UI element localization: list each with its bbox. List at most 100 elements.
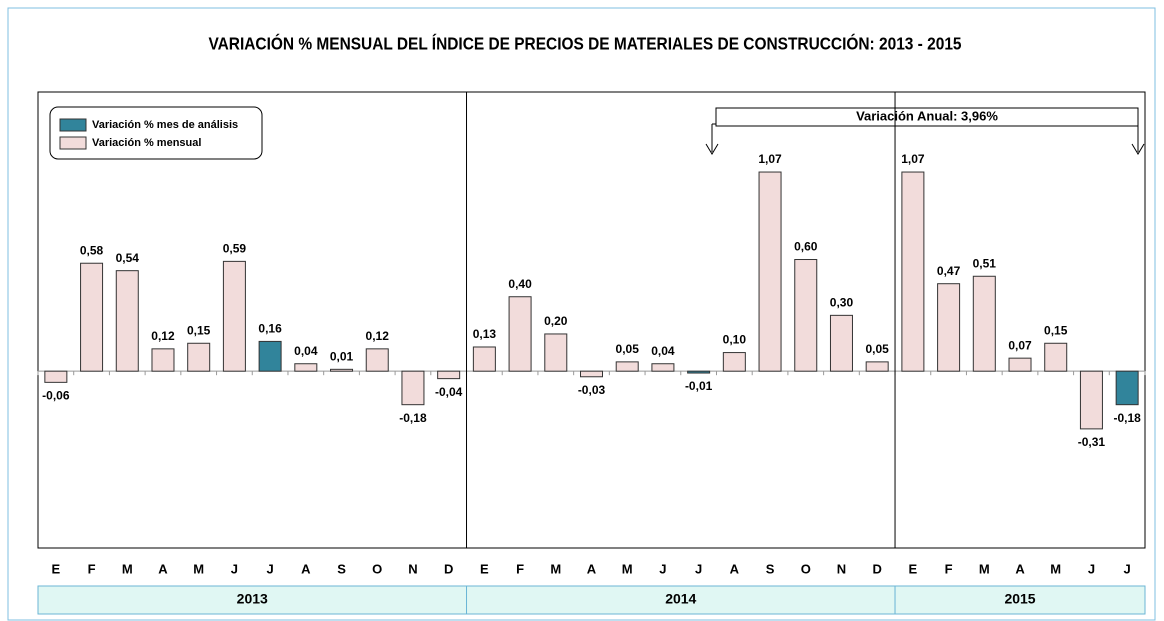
legend xyxy=(49,106,263,160)
year-band xyxy=(37,585,468,615)
bar xyxy=(794,259,818,372)
x-tick-label: O xyxy=(372,561,382,576)
data-label: 0,30 xyxy=(830,296,854,310)
x-tick-label: A xyxy=(587,561,597,576)
x-tick-label: M xyxy=(979,561,990,576)
x-tick-label: J xyxy=(1088,561,1095,576)
x-tick-label: N xyxy=(408,561,417,576)
chart-title: VARIACIÓN % MENSUAL DEL ÍNDICE DE PRECIO… xyxy=(208,34,961,54)
bar xyxy=(258,340,282,372)
year-label: 2014 xyxy=(665,591,696,607)
data-label: 0,54 xyxy=(116,251,140,265)
annotation: Variación Anual: 3,96% xyxy=(856,108,998,123)
bar xyxy=(865,361,889,372)
bar xyxy=(330,368,354,372)
bar xyxy=(1115,370,1139,406)
x-tick-label: A xyxy=(730,561,740,576)
bar xyxy=(722,352,746,372)
data-label: -0,03 xyxy=(578,383,606,397)
data-label: 0,05 xyxy=(865,342,889,356)
data-label: 1,07 xyxy=(901,152,925,166)
bar xyxy=(1079,370,1103,430)
year-label: 2013 xyxy=(237,591,268,607)
x-tick-label: N xyxy=(837,561,846,576)
x-tick-label: E xyxy=(480,561,489,576)
data-label: 0,05 xyxy=(616,342,640,356)
data-label: 0,15 xyxy=(187,323,211,337)
x-tick-label: J xyxy=(695,561,702,576)
data-label: 0,04 xyxy=(294,344,318,358)
x-tick-label: E xyxy=(909,561,918,576)
data-label: -0,01 xyxy=(685,379,713,393)
year-band xyxy=(894,585,1146,615)
x-tick-label: A xyxy=(1015,561,1025,576)
x-tick-label: A xyxy=(301,561,311,576)
x-tick-label: M xyxy=(193,561,204,576)
legend-swatch xyxy=(59,136,87,150)
x-tick-label: E xyxy=(52,561,61,576)
legend-label: Variación % mes de análisis xyxy=(92,119,238,131)
legend-swatch xyxy=(59,118,87,132)
data-label: 0,47 xyxy=(937,264,961,278)
bar xyxy=(222,260,246,372)
bar xyxy=(580,370,603,378)
x-tick-label: F xyxy=(88,561,96,576)
data-label: 0,59 xyxy=(223,242,247,256)
bar xyxy=(937,283,961,372)
data-label: 0,12 xyxy=(366,329,390,343)
x-tick-label: D xyxy=(444,561,453,576)
data-label: 0,12 xyxy=(151,329,175,343)
data-label: -0,18 xyxy=(1113,411,1141,425)
bar xyxy=(508,296,532,372)
data-label: 0,20 xyxy=(544,314,568,328)
bar xyxy=(1008,357,1032,372)
data-label: 0,15 xyxy=(1044,323,1068,337)
data-label: -0,31 xyxy=(1078,435,1106,449)
x-tick-label: D xyxy=(872,561,881,576)
bar xyxy=(115,270,139,372)
x-tick-label: M xyxy=(122,561,133,576)
x-tick-label: O xyxy=(801,561,811,576)
data-label: -0,18 xyxy=(399,411,427,425)
x-tick-label: M xyxy=(622,561,633,576)
bar xyxy=(437,370,461,380)
x-tick-label: S xyxy=(766,561,775,576)
x-tick-label: J xyxy=(266,561,273,576)
bar xyxy=(829,314,853,372)
data-label: 0,07 xyxy=(1008,338,1032,352)
data-label: 0,04 xyxy=(651,344,675,358)
x-tick-label: M xyxy=(550,561,561,576)
bar xyxy=(687,370,711,374)
data-label: 0,58 xyxy=(80,243,104,257)
bar xyxy=(972,275,996,372)
bar xyxy=(472,346,496,372)
x-tick-label: A xyxy=(158,561,168,576)
x-tick-label: J xyxy=(231,561,238,576)
year-band xyxy=(466,585,896,615)
x-tick-label: M xyxy=(1050,561,1061,576)
data-label: 0,40 xyxy=(508,277,532,291)
bar xyxy=(365,348,389,372)
bar xyxy=(901,171,925,372)
bar xyxy=(544,333,568,372)
bar xyxy=(758,171,782,372)
bar xyxy=(1044,342,1068,372)
bar xyxy=(401,370,425,406)
bar xyxy=(294,363,318,372)
bar xyxy=(151,348,175,372)
year-label: 2015 xyxy=(1004,591,1035,607)
plot-area xyxy=(37,91,1146,549)
data-label: 0,01 xyxy=(330,349,354,363)
annotation-arrow xyxy=(705,143,1145,155)
annotation-box xyxy=(715,107,1139,127)
data-label: 0,60 xyxy=(794,240,818,254)
legend-label: Variación % mensual xyxy=(92,137,201,149)
x-tick-label: F xyxy=(945,561,953,576)
data-label: 0,10 xyxy=(723,333,747,347)
x-tick-label: J xyxy=(1124,561,1131,576)
x-tick-label: F xyxy=(516,561,524,576)
bar xyxy=(651,363,675,372)
bar xyxy=(187,342,211,372)
bar xyxy=(80,262,104,372)
